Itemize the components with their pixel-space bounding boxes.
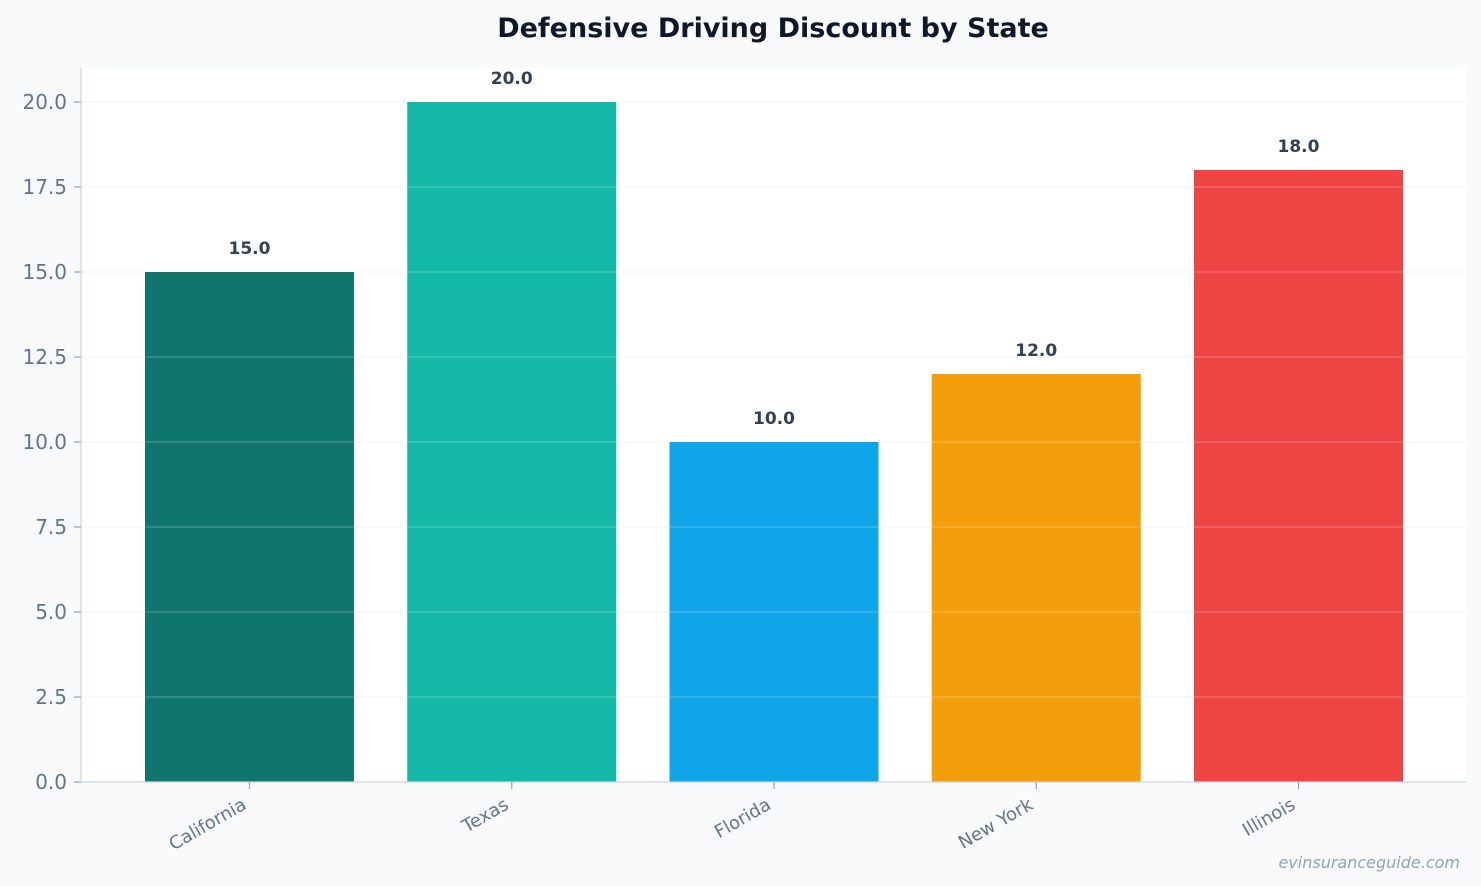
- y-tick-label: 17.5: [22, 175, 67, 199]
- y-tick-label: 12.5: [22, 345, 67, 369]
- bar-new-york: [931, 374, 1141, 782]
- bar-overlay-gridlines: [145, 186, 1403, 698]
- bar-illinois: [1194, 170, 1403, 782]
- y-axis-ticks: 0.0 2.5 5.0 7.5 10.0 12.5 15.0 17.5 20.0: [22, 90, 81, 794]
- bar-florida: [669, 442, 879, 782]
- data-label: 20.0: [491, 69, 533, 89]
- y-tick-label: 7.5: [35, 515, 67, 539]
- watermark: evinsuranceguide.com: [1278, 853, 1460, 872]
- data-label: 15.0: [229, 239, 271, 259]
- bars: [145, 102, 1403, 782]
- bar-texas: [407, 102, 617, 782]
- data-labels: 15.0 20.0 10.0 12.0 18.0: [229, 69, 1320, 429]
- y-tick-label: 15.0: [22, 260, 67, 284]
- y-tick-label: 5.0: [35, 600, 67, 624]
- bar-california: [145, 272, 354, 782]
- data-label: 10.0: [753, 409, 795, 429]
- y-tick-label: 0.0: [35, 770, 67, 794]
- data-label: 18.0: [1278, 137, 1320, 157]
- y-tick-label: 20.0: [22, 90, 67, 114]
- y-tick-label: 10.0: [22, 430, 67, 454]
- chart-title: Defensive Driving Discount by State: [497, 13, 1049, 44]
- data-label: 12.0: [1015, 341, 1057, 361]
- y-tick-label: 2.5: [35, 685, 67, 709]
